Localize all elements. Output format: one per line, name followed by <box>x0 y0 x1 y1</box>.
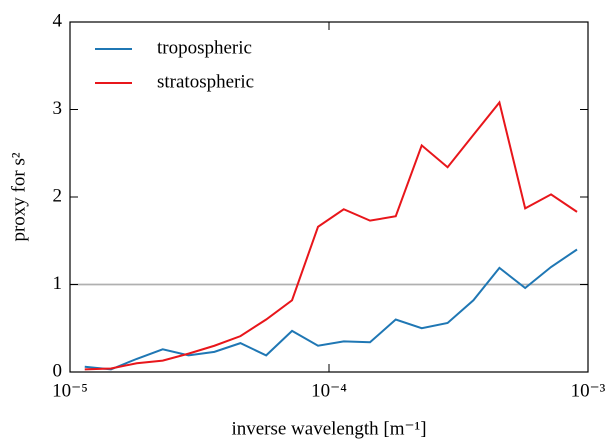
y-tick-label: 3 <box>53 98 63 119</box>
y-axis-label: proxy for s² <box>8 152 29 241</box>
legend-label: tropospheric <box>157 37 252 58</box>
data-line <box>84 248 578 371</box>
x-tick-label: 10⁻⁴ <box>311 380 347 401</box>
x-tick-label: 10⁻³ <box>571 380 606 401</box>
data-line <box>84 100 578 371</box>
y-tick-label: 2 <box>53 185 63 206</box>
plot-frame <box>69 21 589 373</box>
y-tick-label: 0 <box>53 360 63 381</box>
legend-label: stratospheric <box>157 71 254 92</box>
x-tick-label: 10⁻⁵ <box>52 380 88 401</box>
x-axis-label: inverse wavelength [m⁻¹] <box>231 418 426 439</box>
y-tick-label: 4 <box>53 10 63 31</box>
y-tick-label: 1 <box>53 273 63 294</box>
